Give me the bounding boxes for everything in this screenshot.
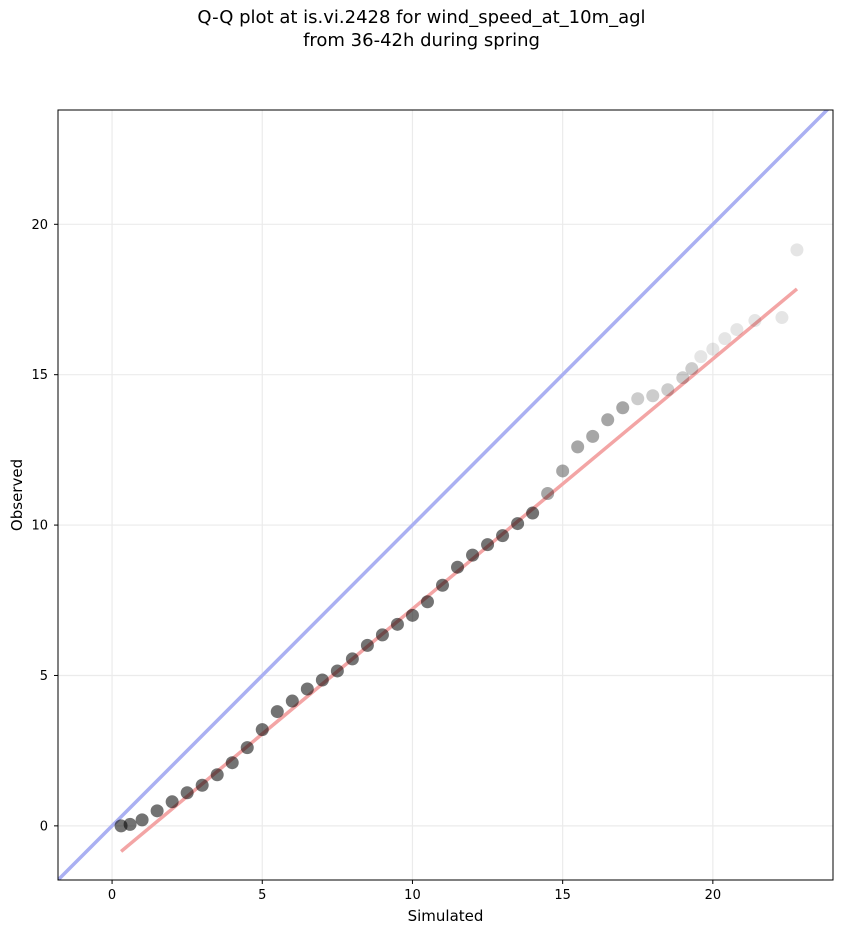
quantile-point <box>526 506 540 520</box>
quantile-point <box>586 429 600 443</box>
x-axis-label: Simulated <box>408 907 484 925</box>
quantile-point <box>661 383 675 397</box>
quantile-point <box>270 705 284 719</box>
x-tick-label: 10 <box>404 888 421 903</box>
quantile-point <box>685 362 699 376</box>
y-tick-label: 5 <box>40 669 48 684</box>
quantile-point <box>601 413 615 427</box>
quantile-point <box>195 778 209 792</box>
quantile-point <box>210 768 224 782</box>
y-tick-label: 20 <box>31 218 48 233</box>
quantile-point <box>390 617 404 631</box>
quantile-point <box>360 638 374 652</box>
quantile-point <box>255 723 269 737</box>
quantile-point <box>466 548 480 562</box>
data-points <box>114 243 804 833</box>
quantile-point <box>135 813 149 827</box>
plot-frame <box>57 109 834 881</box>
quantile-point <box>790 243 804 257</box>
grid-lines <box>58 110 833 880</box>
quantile-point <box>123 817 137 831</box>
quantile-point <box>435 578 449 592</box>
quantile-point <box>748 314 762 328</box>
y-tick-label: 10 <box>31 519 48 534</box>
quantile-point <box>451 560 465 574</box>
y-axis-label: Observed <box>8 459 26 531</box>
quantile-point <box>315 673 329 687</box>
quantile-point <box>330 664 344 678</box>
chart-title: Q-Q plot at is.vi.2428 for wind_speed_at… <box>0 6 843 52</box>
quantile-point <box>541 486 555 500</box>
quantile-point <box>405 608 419 622</box>
quantile-point <box>616 401 630 415</box>
y-tick-label: 0 <box>40 819 48 834</box>
quantile-point <box>481 538 495 552</box>
x-tick-label: 20 <box>705 888 722 903</box>
quantile-point <box>775 311 789 325</box>
quantile-point <box>165 795 179 809</box>
quantile-point <box>646 389 660 403</box>
axis-ticks: 0 5 10 15 20 0 5 10 15 20 <box>31 218 721 903</box>
quantile-point <box>180 786 194 800</box>
quantile-point <box>496 529 510 543</box>
chart-title-line-2: from 36-42h during spring <box>303 30 540 51</box>
quantile-point <box>730 323 744 337</box>
quantile-point <box>571 440 585 454</box>
quantile-point <box>556 464 570 478</box>
quantile-point <box>631 392 645 406</box>
chart-title-line-1: Q-Q plot at is.vi.2428 for wind_speed_at… <box>197 7 646 28</box>
x-tick-label: 0 <box>108 888 116 903</box>
quantile-point <box>225 756 239 770</box>
y-tick-label: 15 <box>31 368 48 383</box>
quantile-point <box>511 517 525 531</box>
quantile-point <box>375 628 389 642</box>
quantile-point <box>718 332 732 346</box>
quantile-point <box>240 741 254 755</box>
quantile-point <box>676 371 690 385</box>
quantile-point <box>694 350 708 364</box>
x-tick-label: 5 <box>258 888 266 903</box>
quantile-point <box>345 652 359 666</box>
quantile-point <box>300 682 314 696</box>
quantile-point <box>150 804 164 818</box>
quantile-point <box>285 694 299 708</box>
identity-line <box>58 110 830 880</box>
quantile-point <box>420 595 434 609</box>
x-tick-label: 15 <box>554 888 571 903</box>
quantile-point <box>706 342 720 356</box>
